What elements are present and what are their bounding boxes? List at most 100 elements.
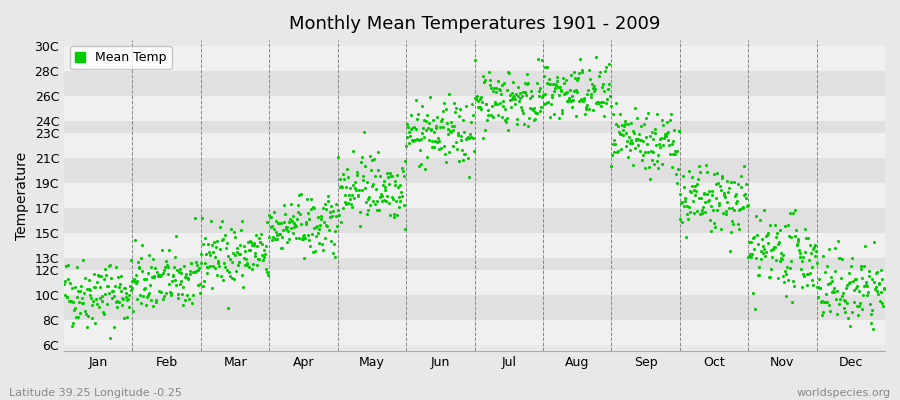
Point [344,200,358,207]
Point [846,299,860,305]
Point [856,292,870,298]
Point [292,235,307,241]
Point [436,108,450,115]
Point [572,98,586,104]
Point [441,126,455,132]
Point [565,93,580,100]
Point [230,245,244,251]
Point [351,192,365,199]
Point [110,298,124,305]
Point [115,295,130,302]
Point [130,278,144,284]
Point [249,232,264,238]
Point [608,140,622,147]
Point [324,203,338,210]
Point [479,101,493,107]
Point [316,204,330,211]
Point [195,215,210,221]
Point [553,84,567,90]
Point [202,264,216,270]
Point [227,275,241,282]
Point [303,196,318,202]
Point [396,202,410,208]
Point [646,149,661,156]
Point [321,197,336,204]
Point [363,153,377,160]
Point [277,202,292,208]
Point [218,232,232,238]
Point [138,285,152,292]
Point [782,233,796,240]
Point [801,234,815,241]
Point [507,93,521,100]
Point [863,310,878,317]
Point [860,283,875,290]
Point [382,181,396,187]
Point [447,100,462,106]
Point [287,223,302,230]
Point [510,84,525,91]
Point [392,204,406,210]
Point [104,335,118,342]
Point [398,157,412,164]
Y-axis label: Temperature: Temperature [15,152,29,240]
Point [453,106,467,112]
Point [283,236,297,242]
Point [836,290,850,296]
Point [685,174,699,181]
Point [509,121,524,127]
Point [62,280,77,286]
Point [724,229,738,235]
Point [455,157,470,163]
Point [482,69,496,76]
Point [747,246,761,252]
Point [291,202,305,208]
Point [722,205,736,212]
Point [564,72,579,78]
Point [163,289,177,296]
Point [297,255,311,262]
Point [140,276,154,282]
Point [81,312,95,319]
Point [692,162,706,169]
Point [732,207,746,214]
Point [873,267,887,274]
Point [360,179,374,185]
Point [568,75,582,82]
Point [585,80,599,87]
Point [145,273,159,280]
Point [136,293,150,300]
Point [311,214,326,221]
Point [86,302,100,308]
Point [751,241,765,247]
Point [515,107,529,114]
Point [102,290,116,296]
Point [763,246,778,253]
Point [90,279,104,285]
Point [336,171,350,177]
Point [359,210,374,217]
Point [378,183,392,190]
Point [761,240,776,247]
Point [176,284,191,291]
Point [177,274,192,280]
Point [665,163,680,170]
Point [274,245,288,252]
Point [615,122,629,129]
Point [270,236,284,242]
Point [154,272,168,279]
Point [729,190,743,197]
Point [678,198,692,204]
Point [506,94,520,100]
Point [848,275,862,282]
Point [872,280,886,286]
Point [410,111,425,117]
Point [267,226,282,232]
Point [189,259,203,265]
Point [642,164,656,170]
Point [504,104,518,110]
Point [202,249,216,255]
Point [523,105,537,111]
Point [450,132,464,139]
Point [134,300,148,306]
